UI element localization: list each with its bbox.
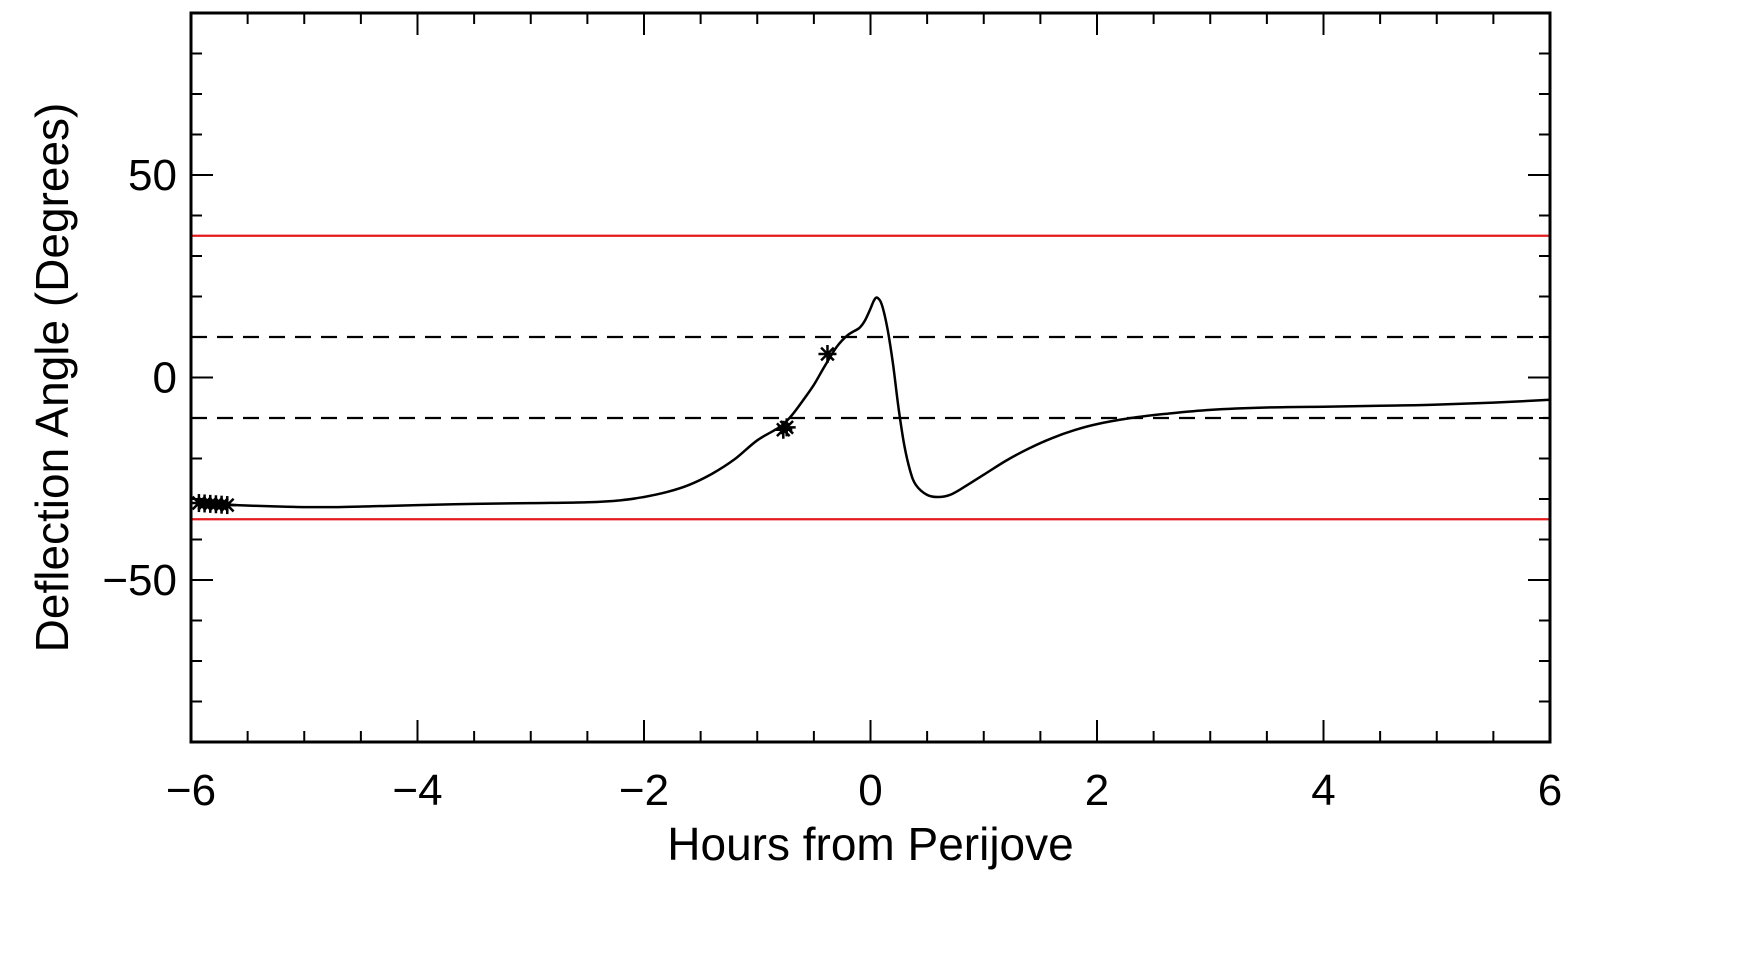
x-tick-label: −6 <box>166 766 216 815</box>
x-tick-label: 4 <box>1311 766 1335 815</box>
plot-frame <box>189 11 1552 744</box>
ticks-layer <box>190 12 1551 743</box>
tick-labels-layer: −6 −4 −2 0 2 4 6 50 0 −50 <box>102 151 1562 815</box>
asterisk-marker <box>777 418 796 437</box>
marker-layer <box>189 345 837 515</box>
y-tick-label: −50 <box>102 556 177 605</box>
y-axis-title: Deflection Angle (Degrees) <box>26 103 78 653</box>
x-axis-title: Hours from Perijove <box>667 818 1073 870</box>
y-tick-label: 50 <box>128 151 177 200</box>
asterisk-marker <box>218 496 237 515</box>
asterisk-marker <box>818 345 837 364</box>
series-layer <box>202 296 1551 509</box>
y-tick-label: 0 <box>153 354 177 403</box>
x-tick-label: 0 <box>858 766 882 815</box>
x-tick-label: −2 <box>619 766 669 815</box>
deflection-curve-0 <box>202 296 1551 509</box>
x-tick-label: 6 <box>1538 766 1562 815</box>
x-tick-label: −4 <box>392 766 442 815</box>
x-tick-label: 2 <box>1085 766 1109 815</box>
reference-lines <box>191 234 1550 521</box>
